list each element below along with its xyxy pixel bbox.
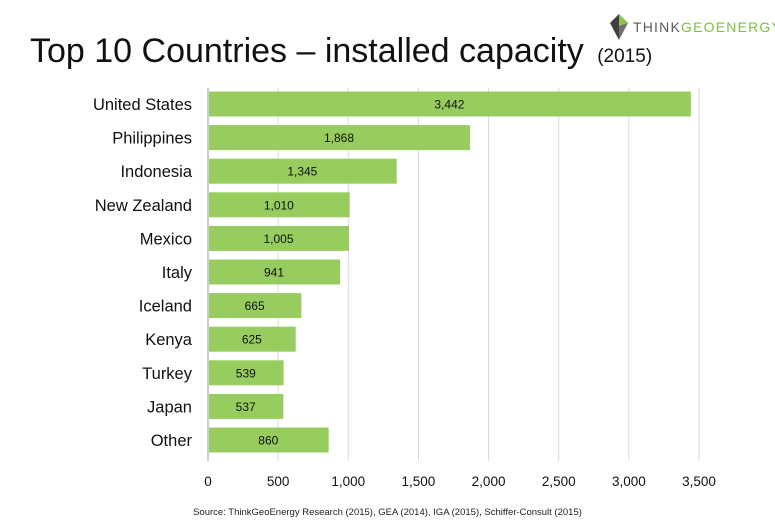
x-tick-label: 2,500 [542, 474, 576, 489]
bar-value-label: 1,868 [324, 131, 354, 145]
bar [209, 393, 284, 419]
bar-value-label: 625 [242, 333, 262, 347]
category-label: Other [151, 432, 193, 450]
logo-icon [610, 14, 628, 40]
x-axis-ticks: 0 500 1,000 1,500 2,000 2,500 3,000 3,500 [204, 474, 716, 489]
bar [209, 259, 341, 285]
category-label: Philippines [112, 130, 192, 148]
bar-value-label: 1,010 [264, 198, 294, 212]
bar [209, 326, 296, 352]
logo-text: THINKGEOENERGY [633, 19, 775, 35]
bar [209, 91, 691, 117]
title-year: (2015) [597, 46, 653, 67]
bar-value-label: 537 [236, 400, 256, 414]
category-labels: United States Philippines Indonesia New Zea… [93, 96, 193, 450]
bar [209, 293, 302, 319]
bar-value-label: 539 [236, 366, 256, 380]
bar [209, 225, 349, 251]
category-label: Italy [162, 264, 193, 282]
x-tick-label: 1,000 [331, 474, 365, 489]
category-label: Indonesia [120, 163, 192, 181]
logo-text-prefix: THINK [633, 19, 681, 35]
category-label: Kenya [145, 331, 193, 349]
x-tick-label: 1,500 [402, 474, 436, 489]
x-tick-label: 3,500 [682, 474, 716, 489]
x-tick-label: 500 [267, 474, 290, 489]
page-title: Top 10 Countries – installed capacity (2… [30, 32, 652, 71]
x-tick-label: 3,000 [612, 474, 646, 489]
category-label: Mexico [140, 230, 192, 248]
bar [209, 158, 397, 184]
category-label: Iceland [139, 298, 192, 316]
bar [209, 192, 350, 218]
category-label: United States [93, 96, 192, 114]
bar-value-label: 941 [264, 266, 284, 280]
bar-value-label: 860 [258, 434, 278, 448]
bar-value-label: 665 [245, 299, 265, 313]
bar-value-label: 1,005 [263, 232, 293, 246]
x-tick-label: 2,000 [472, 474, 506, 489]
brand-logo: THINKGEOENERGY [610, 14, 775, 40]
bar [209, 360, 284, 386]
bars: 3,442 1,868 1,345 1,010 1,005 941 665 625 539 537… [209, 91, 691, 453]
category-label: Japan [147, 398, 192, 416]
bar [209, 125, 471, 151]
bar [209, 427, 329, 453]
x-tick-label: 0 [204, 474, 212, 489]
logo-text-suffix: GEOENERGY [681, 19, 775, 35]
category-label: New Zealand [95, 197, 192, 215]
bar-value-label: 1,345 [287, 165, 317, 179]
source-note: Source: ThinkGeoEnergy Research (2015), … [193, 507, 582, 518]
title-main: Top 10 Countries – installed capacity [30, 32, 584, 70]
bar-value-label: 3,442 [434, 98, 464, 112]
category-label: Turkey [142, 365, 193, 383]
